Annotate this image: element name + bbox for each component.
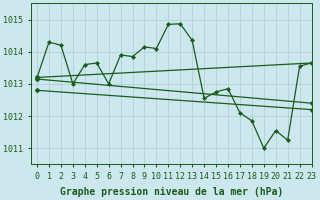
X-axis label: Graphe pression niveau de la mer (hPa): Graphe pression niveau de la mer (hPa) (60, 186, 283, 197)
